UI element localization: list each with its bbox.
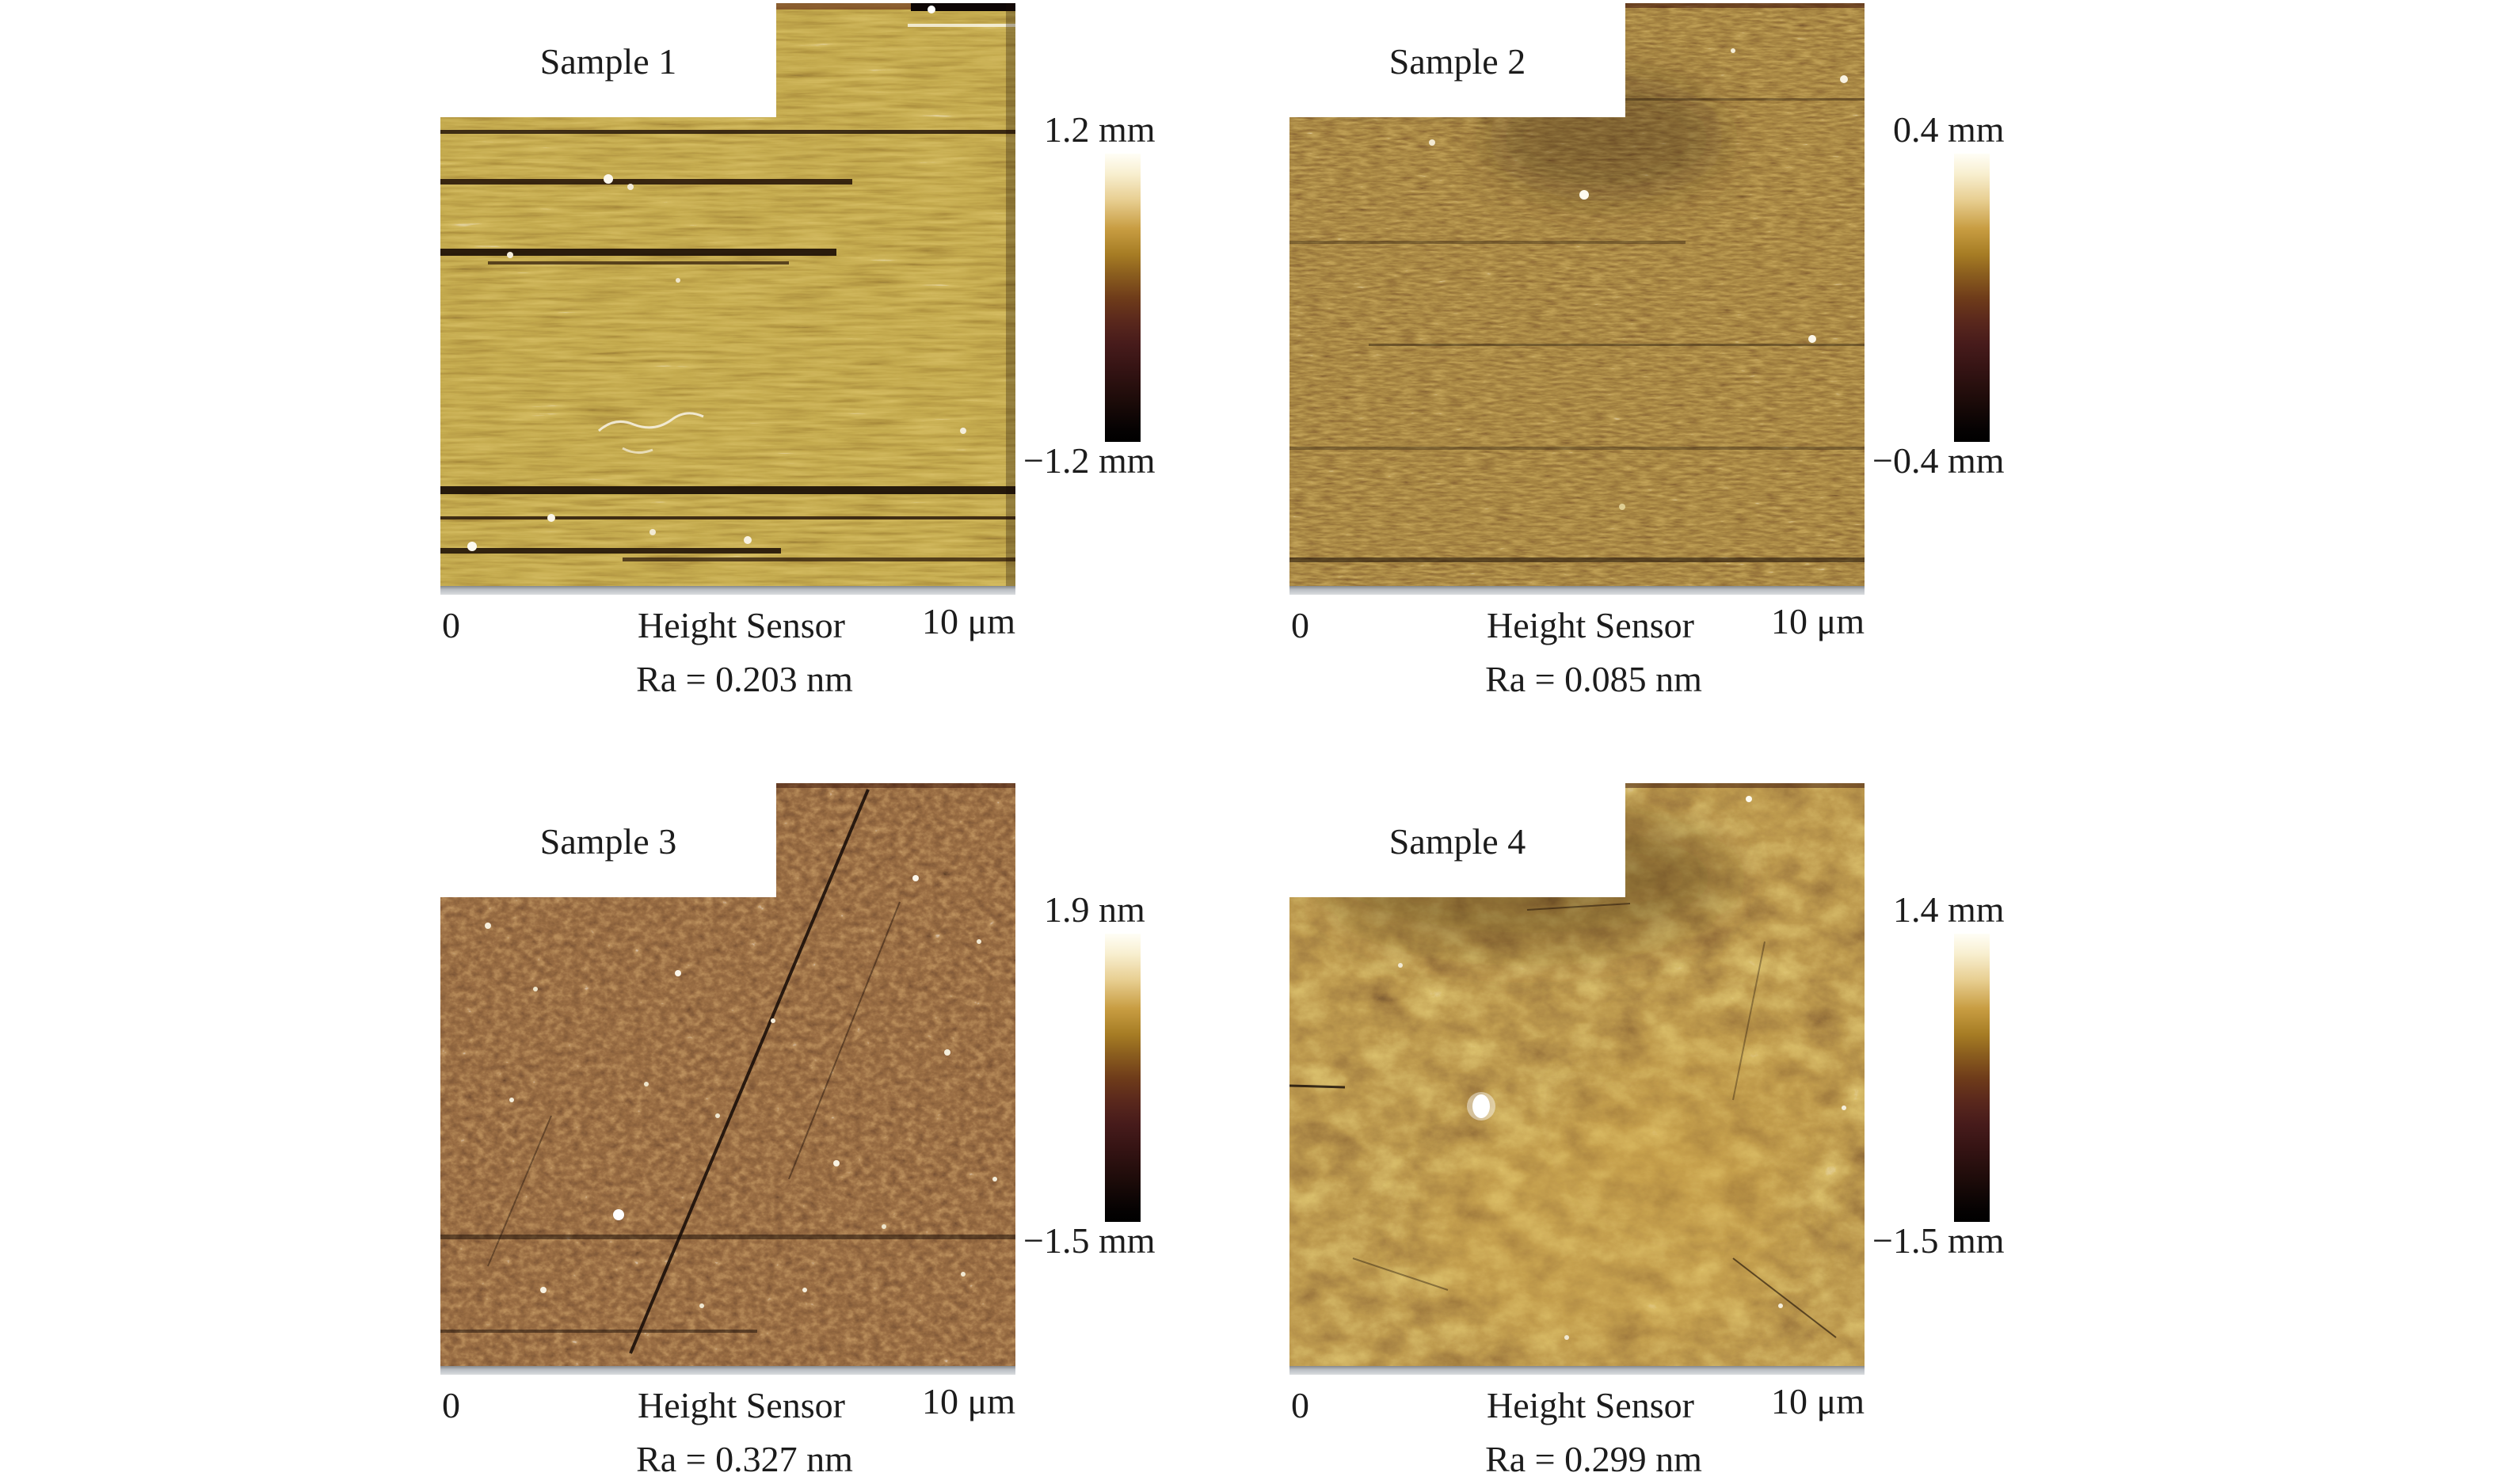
- afm-texture-sample1: [440, 3, 1015, 586]
- colorbar-min-label: −1.2 mm: [1023, 440, 1156, 481]
- colorbar-max-label: 1.9 nm: [1044, 889, 1145, 930]
- colorbar-max-label: 0.4 mm: [1893, 109, 2005, 150]
- roughness-label: Ra = 0.327 nm: [636, 1439, 853, 1479]
- sample-title: Sample 2: [1388, 41, 1526, 82]
- panel-sample2: Sample 2 0.4 mm −0.4 mm 0 Height Sensor …: [1289, 3, 2161, 716]
- colorbar-sample4: [1954, 934, 1990, 1222]
- panel-sample4: Sample 4 1.4 mm −1.5 mm 0 Height Sensor …: [1289, 783, 2161, 1484]
- scan-end-label: 10 μm: [922, 1381, 1015, 1421]
- scan-end-label: 10 μm: [922, 601, 1015, 641]
- colorbar-min-label: −1.5 mm: [1872, 1220, 2005, 1261]
- roughness-label: Ra = 0.085 nm: [1485, 659, 1702, 699]
- colorbar-sample2: [1954, 154, 1990, 442]
- scan-start-label: 0: [442, 1385, 460, 1425]
- texture-features-sample3: [440, 783, 1015, 1354]
- afm-texture-sample4: [1289, 783, 1865, 1366]
- image-bottom-shadow: [440, 1366, 1015, 1375]
- colorbar-sample3: [1105, 934, 1141, 1222]
- panel-sample3: Sample 3 1.9 nm −1.5 mm 0 Height Sensor …: [440, 783, 1312, 1484]
- afm-image-sample3: [440, 783, 1015, 1366]
- sample-title: Sample 1: [539, 41, 677, 82]
- sensor-label: Height Sensor: [638, 605, 845, 645]
- scan-start-label: 0: [1291, 605, 1309, 645]
- scan-end-label: 10 μm: [1771, 1381, 1865, 1421]
- image-bottom-shadow: [1289, 586, 1865, 595]
- afm-texture-sample3: [440, 783, 1015, 1366]
- colorbar-min-label: −0.4 mm: [1872, 440, 2005, 481]
- roughness-label: Ra = 0.299 nm: [1485, 1439, 1702, 1479]
- sensor-label: Height Sensor: [1487, 605, 1694, 645]
- sensor-label: Height Sensor: [638, 1385, 845, 1425]
- sample-title: Sample 3: [539, 821, 677, 862]
- image-bottom-shadow: [440, 586, 1015, 595]
- texture-features-sample1: [440, 3, 1015, 586]
- colorbar-sample1: [1105, 154, 1141, 442]
- afm-image-sample2: [1289, 3, 1865, 586]
- image-bottom-shadow: [1289, 1366, 1865, 1375]
- panel-sample1: Sample 1 1.2 mm −1.2 mm 0 Height Sensor …: [440, 3, 1312, 716]
- sensor-label: Height Sensor: [1487, 1385, 1694, 1425]
- afm-image-sample1: [440, 3, 1015, 586]
- afm-image-sample4: [1289, 783, 1865, 1366]
- colorbar-min-label: −1.5 mm: [1023, 1220, 1156, 1261]
- afm-texture-sample2: [1289, 3, 1865, 586]
- scan-end-label: 10 μm: [1771, 601, 1865, 641]
- roughness-label: Ra = 0.203 nm: [636, 659, 853, 699]
- colorbar-max-label: 1.2 mm: [1044, 109, 1156, 150]
- scan-start-label: 0: [442, 605, 460, 645]
- scan-start-label: 0: [1291, 1385, 1309, 1425]
- sample-title: Sample 4: [1388, 821, 1526, 862]
- colorbar-max-label: 1.4 mm: [1893, 889, 2005, 930]
